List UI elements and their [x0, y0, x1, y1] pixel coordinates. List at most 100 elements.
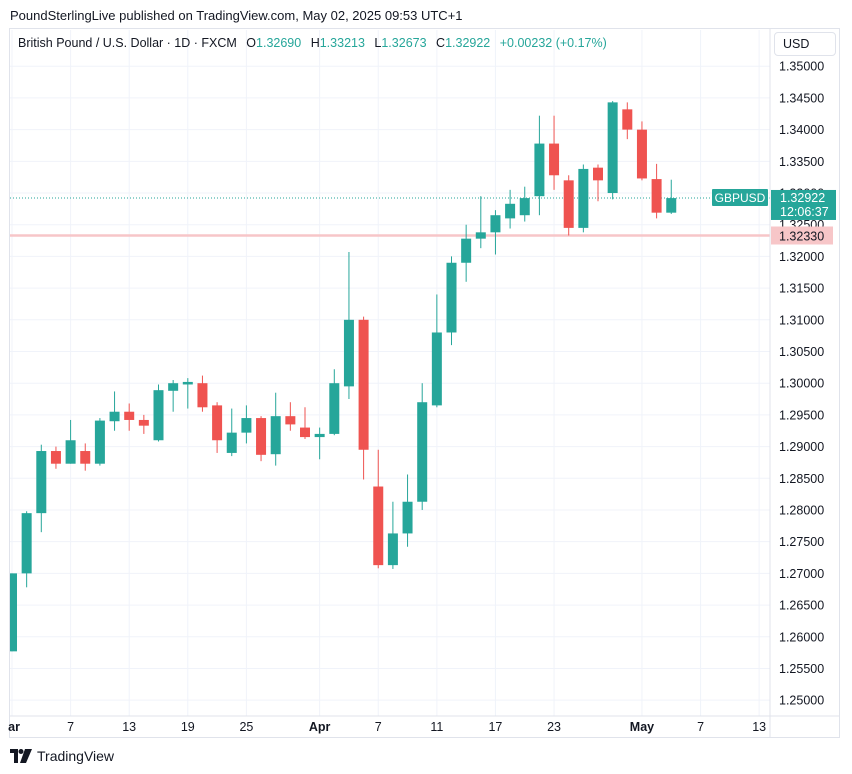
candle[interactable] [197, 375, 208, 412]
candle[interactable] [36, 444, 47, 533]
candle-body [314, 433, 325, 438]
time-axis-label: 7 [67, 720, 74, 734]
time-axis[interactable]: ar 7 13 19 25 Apr 7 11 17 23 May 7 13 [8, 720, 766, 734]
candle[interactable] [534, 115, 545, 216]
candle-body [65, 440, 76, 464]
low-value: 1.32673 [381, 36, 427, 50]
candle[interactable] [168, 380, 179, 412]
candle[interactable] [358, 316, 369, 480]
candle[interactable] [505, 189, 516, 229]
time-axis-label: 25 [239, 720, 253, 734]
candle[interactable] [563, 175, 574, 236]
symbol-price-tag: GBPUSD 1.32922 12:06:37 [712, 188, 836, 220]
candle-body [607, 102, 618, 194]
candle[interactable] [549, 115, 560, 190]
candle-body [226, 432, 237, 453]
candle-body [270, 416, 281, 455]
candle[interactable] [153, 384, 164, 442]
candle[interactable] [519, 186, 530, 222]
candle-body [50, 451, 61, 464]
candle-body [182, 381, 193, 385]
candle-body [373, 486, 384, 566]
candle[interactable] [475, 196, 486, 249]
candle[interactable] [80, 443, 91, 471]
candle[interactable] [300, 407, 310, 439]
candle[interactable] [431, 294, 442, 408]
candle[interactable] [636, 121, 647, 181]
candle[interactable] [212, 402, 223, 453]
candle-body [534, 143, 545, 197]
candle-body [10, 573, 17, 652]
candle[interactable] [21, 511, 32, 588]
candle[interactable] [285, 402, 296, 431]
candle[interactable] [387, 501, 398, 569]
currency-button[interactable]: USD [774, 32, 836, 56]
symbol-description: British Pound / U.S. Dollar · 1D · FXCM [18, 36, 237, 50]
candle[interactable] [50, 446, 61, 469]
candle-body [197, 383, 208, 408]
price-axis-label: 1.29000 [779, 440, 824, 454]
candle[interactable] [343, 251, 354, 400]
time-axis-label: 23 [547, 720, 561, 734]
candle[interactable] [490, 210, 501, 255]
price-axis-label: 1.28000 [779, 503, 824, 517]
high-label: H [310, 36, 320, 50]
price-axis[interactable]: 1.25000 1.25500 1.26000 1.26500 1.27000 1.275… [779, 60, 824, 708]
candle[interactable] [329, 369, 340, 436]
candle-body [417, 402, 428, 502]
candle[interactable] [270, 392, 281, 466]
publisher-line: PoundSterlingLive published on TradingVi… [10, 8, 463, 23]
candle-body [446, 262, 457, 333]
candle[interactable] [94, 418, 105, 466]
low-label: L [374, 36, 382, 50]
candle[interactable] [666, 179, 677, 214]
candle[interactable] [182, 378, 193, 409]
price-axis-label: 1.33500 [779, 155, 824, 169]
candle[interactable] [417, 383, 428, 510]
candle-body [402, 501, 413, 534]
price-axis-label: 1.28500 [779, 472, 824, 486]
candle[interactable] [256, 416, 267, 462]
candle[interactable] [65, 419, 76, 464]
candle[interactable] [402, 474, 413, 547]
candle[interactable] [607, 101, 618, 200]
candle[interactable] [241, 405, 252, 444]
candle-body [651, 179, 662, 213]
candle-body [431, 332, 442, 406]
candle[interactable] [622, 102, 633, 140]
candle-body [138, 419, 149, 426]
time-axis-label: Apr [309, 720, 331, 734]
candle-body [80, 451, 91, 464]
candle-body [578, 168, 589, 228]
candle-body [358, 319, 369, 450]
chart-frame [9, 28, 840, 738]
tradingview-logo-icon [10, 749, 32, 763]
candle-body [519, 198, 530, 216]
candle[interactable] [10, 573, 17, 652]
candle[interactable] [109, 391, 120, 431]
candle[interactable] [578, 164, 589, 233]
candle[interactable] [461, 224, 472, 282]
time-axis-label: 19 [181, 720, 195, 734]
bar-countdown: 12:06:37 [780, 205, 829, 219]
candle[interactable] [651, 163, 662, 219]
tradingview-logo[interactable]: TradingView [10, 748, 114, 764]
candle[interactable] [593, 164, 603, 202]
time-axis-label: May [630, 720, 654, 734]
candle[interactable] [124, 403, 135, 431]
time-axis-label: 7 [697, 720, 704, 734]
candle-body [593, 167, 603, 181]
candle[interactable] [446, 256, 457, 346]
candle[interactable] [138, 414, 149, 434]
price-axis-label: 1.26500 [779, 599, 824, 613]
candle[interactable] [373, 449, 384, 569]
time-axis-label: 7 [375, 720, 382, 734]
candle-body [153, 390, 164, 441]
candle[interactable] [314, 427, 325, 460]
level-price-tag: 1.32330 [771, 226, 833, 245]
candle-body [505, 203, 516, 219]
price-axis-label: 1.27500 [779, 535, 824, 549]
candle-body [124, 411, 135, 420]
candle[interactable] [226, 408, 237, 457]
